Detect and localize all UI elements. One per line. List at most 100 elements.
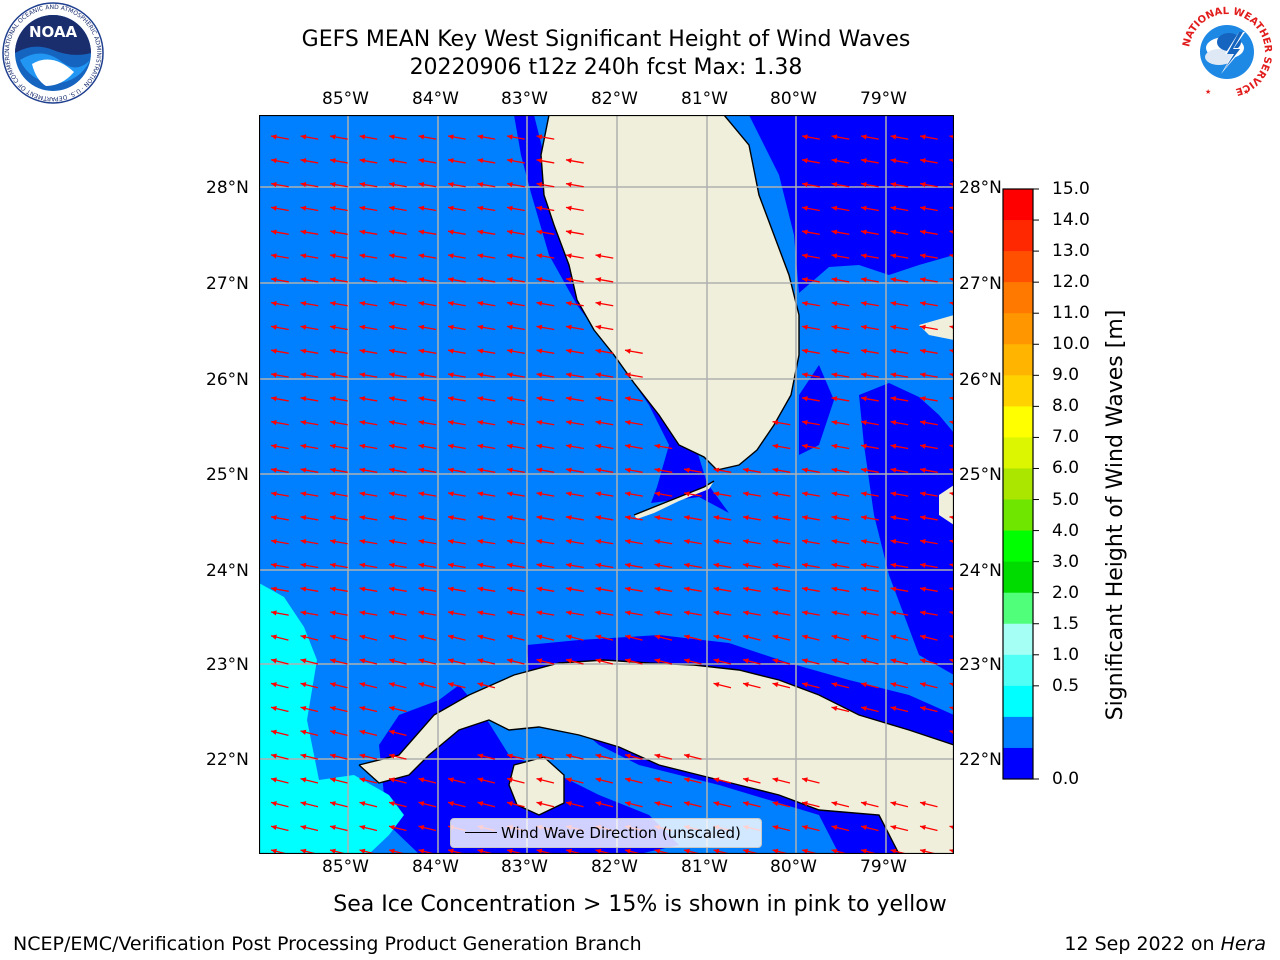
wind-arrow xyxy=(831,348,850,354)
wind-arrow xyxy=(860,277,879,283)
wind-arrow xyxy=(359,538,378,545)
wind-arrow xyxy=(359,134,378,140)
lat-label-left-28n: 28°N xyxy=(206,178,249,198)
wind-arrow xyxy=(300,134,319,140)
wind-arrow xyxy=(683,753,702,760)
wind-arrow xyxy=(536,134,555,140)
wind-arrow xyxy=(388,824,407,832)
wind-arrow xyxy=(801,229,820,235)
wind-arrow xyxy=(831,658,850,665)
wind-arrow xyxy=(595,753,614,760)
wind-arrow xyxy=(890,610,909,616)
wind-arrow xyxy=(359,181,378,188)
wind-arrow xyxy=(300,277,319,283)
wind-arrow xyxy=(447,324,466,331)
colorbar-band xyxy=(1003,654,1033,687)
wind-arrow xyxy=(919,181,938,188)
colorbar-band xyxy=(1003,344,1033,376)
wind-arrow xyxy=(270,205,289,212)
wind-arrow xyxy=(418,538,437,545)
wind-arrow xyxy=(329,134,348,140)
wind-arrow xyxy=(831,682,850,689)
wind-arrow xyxy=(536,610,555,616)
wind-arrow xyxy=(654,658,673,665)
wind-arrow xyxy=(595,491,614,497)
wind-arrow xyxy=(683,515,702,521)
wind-arrow xyxy=(418,658,437,665)
wind-arrow xyxy=(949,539,954,544)
wind-arrow xyxy=(506,396,525,402)
wind-arrow xyxy=(270,491,289,497)
wind-arrow xyxy=(418,586,437,592)
wind-arrow xyxy=(536,419,555,426)
wind-arrow xyxy=(860,658,879,665)
colorbar-band xyxy=(1003,685,1033,718)
wind-arrow xyxy=(270,158,289,164)
wind-arrow xyxy=(359,491,378,497)
wind-arrow xyxy=(860,586,879,592)
wind-arrow xyxy=(919,205,938,212)
wind-arrow xyxy=(713,538,732,545)
wind-arrow xyxy=(270,181,289,188)
wind-arrow xyxy=(388,515,407,521)
colorbar-band xyxy=(1003,437,1033,469)
wind-arrow xyxy=(270,753,289,760)
wind-arrow xyxy=(506,300,525,307)
wind-arrow xyxy=(359,801,378,808)
wind-arrow xyxy=(772,515,791,521)
wind-arrow xyxy=(831,205,850,212)
wind-arrow xyxy=(329,300,348,307)
wind-arrow xyxy=(949,348,954,354)
wind-arrow xyxy=(270,372,289,378)
wind-arrow xyxy=(506,658,525,665)
wind-arrow xyxy=(742,658,761,665)
wind-arrow xyxy=(300,491,319,497)
wind-arrow xyxy=(536,467,555,473)
wind-arrow xyxy=(388,134,407,140)
wind-arrow xyxy=(447,134,466,140)
lon-label-top-83w: 83°W xyxy=(501,89,548,109)
wind-arrow xyxy=(949,277,954,283)
wind-arrow xyxy=(772,562,791,569)
wind-arrow xyxy=(565,658,584,665)
wind-arrow xyxy=(919,300,938,307)
wind-arrow xyxy=(831,538,850,545)
legend-line-swatch xyxy=(465,832,497,833)
lat-label-left-27n: 27°N xyxy=(206,274,249,294)
wind-arrow xyxy=(890,205,909,212)
wind-arrow xyxy=(949,372,954,378)
wind-arrow xyxy=(801,158,820,164)
wind-arrow xyxy=(831,419,850,426)
wind-arrow xyxy=(300,419,319,426)
lon-label-bottom-79w: 79°W xyxy=(860,857,907,877)
wind-arrow xyxy=(742,467,761,473)
wind-arrow xyxy=(300,753,319,760)
wind-arrow xyxy=(565,634,584,641)
wind-arrow xyxy=(831,491,850,497)
wind-arrow xyxy=(447,372,466,378)
wind-arrow xyxy=(506,610,525,616)
colorbar-band xyxy=(1003,623,1033,656)
wind-arrow xyxy=(801,419,820,426)
wind-arrow xyxy=(713,801,732,808)
wind-arrow xyxy=(447,777,466,784)
colorbar-tick-label: 2.0 xyxy=(1052,582,1080,603)
wind-arrow xyxy=(329,801,348,808)
wind-arrow xyxy=(831,324,850,331)
wind-arrow xyxy=(831,705,850,713)
wind-arrow xyxy=(860,229,879,235)
wind-arrow xyxy=(506,777,525,784)
wind-arrow xyxy=(772,634,791,641)
wind-arrow xyxy=(919,134,938,140)
wind-arrow xyxy=(388,158,407,164)
wind-arrow xyxy=(359,515,378,521)
wind-arrow xyxy=(949,206,954,211)
wave-field-low-atlantic xyxy=(749,115,954,293)
wind-arrow xyxy=(418,634,437,641)
wind-arrow xyxy=(683,610,702,616)
wind-arrow xyxy=(890,372,909,378)
wind-arrow xyxy=(300,300,319,307)
wind-arrow xyxy=(359,729,378,736)
svg-text:★: ★ xyxy=(1205,88,1211,96)
wind-arrow xyxy=(388,634,407,641)
